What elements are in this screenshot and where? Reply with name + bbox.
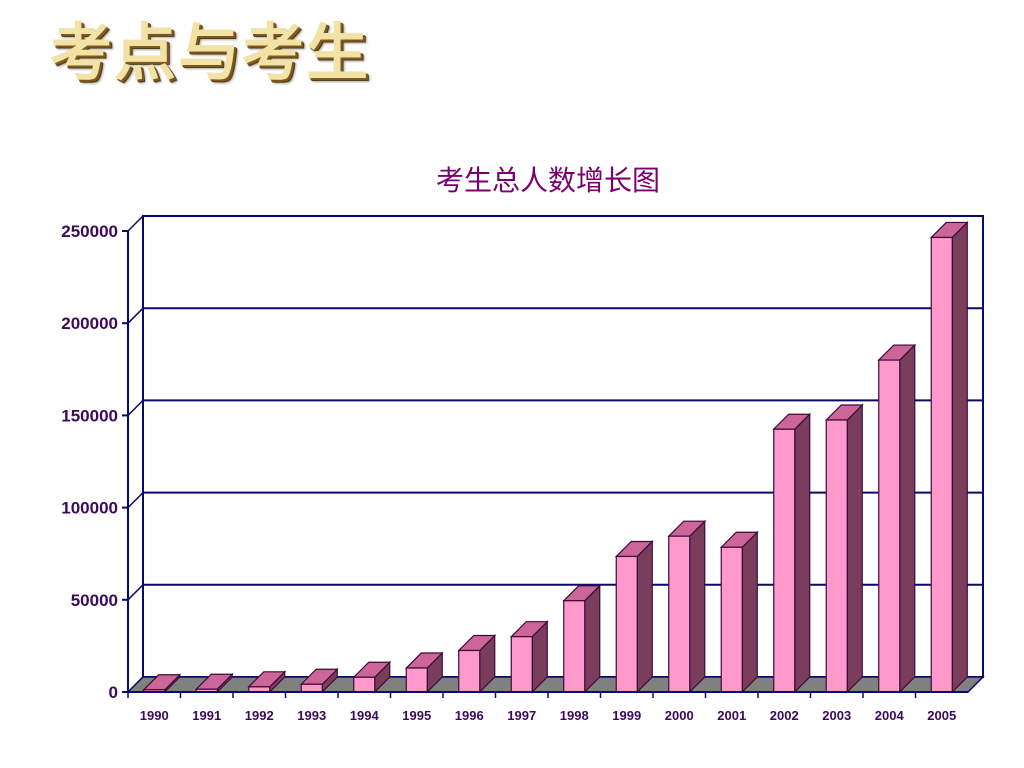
x-tick-label: 1990 — [140, 708, 169, 723]
bar-1997 — [509, 620, 549, 694]
bar-front — [720, 546, 743, 693]
bar-2001 — [719, 530, 759, 694]
chart-title: 考生总人数增长图 — [436, 164, 660, 197]
x-tick-label: 2004 — [875, 708, 905, 723]
y-tick-label: 100000 — [61, 499, 118, 518]
x-tick-label: 2003 — [822, 708, 851, 723]
bar-front — [353, 676, 376, 693]
x-tick-labels: 1990 1991 1992 1993 1994 1995 1996 1997 1998 1999… — [127, 692, 956, 723]
bar-2005 — [929, 221, 969, 694]
x-tick-label: 1994 — [350, 708, 380, 723]
bars-layer — [142, 221, 969, 694]
side-gridline — [127, 584, 144, 601]
x-tick-label: 2005 — [927, 708, 956, 723]
bar-side — [741, 530, 758, 694]
bar-side — [636, 540, 653, 694]
side-gridline — [127, 307, 144, 324]
bar-1990 — [142, 673, 182, 694]
bar-2004 — [877, 343, 917, 694]
side-gridline — [127, 399, 144, 416]
x-tick-label: 2000 — [665, 708, 694, 723]
y-tick-label: 150000 — [61, 406, 118, 425]
bar-side — [584, 584, 601, 694]
bar-front — [668, 535, 691, 693]
bar-1993 — [299, 667, 339, 694]
x-tick-label: 1993 — [297, 708, 326, 723]
bar-side — [794, 412, 811, 694]
bar-1999 — [614, 540, 654, 694]
side-gridline — [127, 215, 144, 232]
bar-front — [930, 236, 953, 693]
bar-1992 — [247, 670, 287, 694]
bar-front — [615, 555, 638, 693]
bar-front — [773, 428, 796, 693]
bar-front — [878, 359, 901, 693]
bar-1998 — [562, 584, 602, 694]
bar-side — [951, 221, 968, 694]
bar-1996 — [457, 634, 497, 694]
bar-front — [300, 683, 323, 693]
x-tick-label: 2001 — [717, 708, 746, 723]
x-tick-label: 1995 — [402, 708, 431, 723]
x-tick-label: 1991 — [192, 708, 221, 723]
y-tick-labels: 0 50000 100000 150000 200000 250000 — [61, 222, 128, 702]
bar-front — [405, 667, 428, 693]
y-tick-label: 250000 — [61, 222, 118, 241]
bar-1994 — [352, 660, 392, 694]
y-tick-label: 0 — [109, 683, 118, 702]
slide-title: 考点与考生 — [50, 16, 371, 89]
x-tick-label: 1998 — [560, 708, 589, 723]
bar-2003 — [824, 403, 864, 694]
x-tick-label: 1999 — [612, 708, 641, 723]
x-tick-label: 2002 — [770, 708, 799, 723]
x-tick-label: 1996 — [455, 708, 484, 723]
y-tick-label: 200000 — [61, 314, 118, 333]
bar-side — [846, 403, 863, 694]
bar-side — [689, 519, 706, 694]
x-tick-label: 1997 — [507, 708, 536, 723]
y-tick-label: 50000 — [71, 591, 118, 610]
bar-1995 — [404, 651, 444, 694]
bar-1991 — [194, 672, 234, 694]
bar-side — [899, 343, 916, 694]
bar-2002 — [772, 412, 812, 694]
side-gridline — [127, 492, 144, 509]
bar-front — [510, 636, 533, 693]
x-tick-label: 1992 — [245, 708, 274, 723]
bar-front — [825, 419, 848, 693]
bar-front — [563, 600, 586, 693]
bar-2000 — [667, 519, 707, 694]
bar-front — [458, 649, 481, 693]
